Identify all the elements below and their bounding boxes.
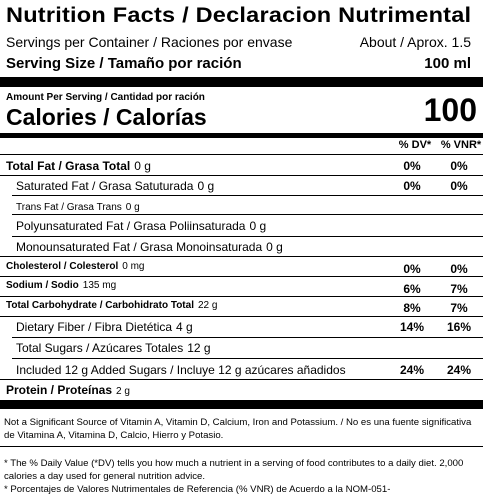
nutrient-vnr: 0% (450, 179, 468, 193)
nutrient-name: Saturated Fat / Grasa Satuturada (16, 179, 194, 193)
servings-row: Servings per Container / Raciones por en… (6, 34, 477, 50)
nutrient-amount: 22 g (197, 300, 218, 311)
divider (0, 296, 483, 297)
servings-label: Servings per Container / Raciones por en… (6, 34, 293, 50)
divider (12, 358, 483, 359)
nutrient-row-polyunsaturated-fat: Polyunsaturated Fat / Grasa Poliinsatura… (16, 219, 483, 233)
nutrient-row-total-fat: Total Fat / Grasa Total 0 g 0% 0% (6, 159, 483, 173)
nutrient-row-sodium: Sodium / Sodio 135 mg 6% 7% (6, 280, 483, 296)
nutrient-name: Sodium / Sodio (6, 280, 79, 291)
nutrient-amount: 0 mg (122, 261, 145, 272)
calories-label: Calories / Calorías (6, 104, 207, 130)
nutrient-name: Dietary Fiber / Fibra Dietética (16, 320, 173, 334)
divider (12, 337, 483, 338)
vnr-footnote: * Porcentajes de Valores Nutrimentales d… (4, 484, 391, 495)
nutrient-vnr: 0% (450, 262, 468, 276)
nutrient-row-trans-fat: Trans Fat / Grasa Trans 0 g (16, 199, 483, 213)
nutrient-row-monounsaturated-fat: Monounsaturated Fat / Grasa Monoinsatura… (16, 240, 483, 254)
nutrient-row-total-sugars: Total Sugars / Azúcares Totales 12 g (16, 341, 483, 355)
divider (12, 236, 483, 237)
divider (12, 214, 483, 215)
nutrient-dv: 14% (399, 320, 425, 334)
dv-header: % DV* (398, 139, 432, 151)
vitamins-footnote: Not a Significant Source of Vitamin A, V… (4, 417, 472, 441)
divider (0, 256, 483, 257)
nutrient-row-total-carbohydrate: Total Carbohydrate / Carbohidrato Total 2… (6, 300, 483, 315)
amount-per-serving: Amount Per Serving / Cantidad por ración (6, 92, 205, 103)
nutrient-row-saturated-fat: Saturated Fat / Grasa Satuturada 0 g 0% 0… (16, 179, 483, 193)
nutrient-amount: 0 g (266, 240, 283, 254)
divider (0, 379, 483, 380)
nutrient-name: Trans Fat / Grasa Trans (16, 202, 122, 213)
nutrient-amount: 0 g (125, 202, 140, 213)
nutrient-name: Protein / Proteínas (6, 383, 113, 397)
divider (0, 175, 483, 176)
divider (12, 195, 483, 196)
nutrient-vnr: 7% (450, 282, 468, 296)
nutrient-name: Total Sugars / Azúcares Totales (16, 341, 184, 355)
nutrient-row-cholesterol: Cholesterol / Colesterol 0 mg 0% 0% (6, 261, 483, 276)
nutrient-dv: 0% (403, 262, 421, 276)
divider (0, 446, 483, 447)
daily-value-footnote: * The % Daily Value (*DV) tells you how … (4, 458, 464, 482)
divider (0, 154, 483, 155)
nutrient-name: Included 12 g Added Sugars / Incluye 12 … (16, 363, 346, 377)
nutrient-amount: 12 g (187, 341, 211, 355)
nutrient-amount: 0 g (249, 219, 267, 233)
serving-size-value: 100 ml (424, 55, 471, 72)
nutrient-name: Total Carbohydrate / Carbohidrato Total (6, 300, 194, 311)
serving-size-label: Serving Size / Tamaño por ración (6, 55, 242, 72)
nutrient-amount: 0 g (134, 159, 151, 173)
nutrient-dv: 8% (403, 301, 421, 315)
nutrient-dv: 0% (403, 179, 421, 193)
thick-divider (0, 77, 483, 87)
serving-size-row: Serving Size / Tamaño por ración 100 ml (6, 55, 477, 72)
nutrient-vnr: 24% (446, 363, 472, 377)
servings-value: About / Aprox. 1.5 (359, 34, 471, 50)
label-title: Nutrition Facts / Declaracion Nutrimenta… (6, 4, 472, 27)
nutrient-row-protein: Protein / Proteínas 2 g (6, 383, 483, 397)
calories-value: 100 (423, 92, 477, 128)
nutrient-name: Monounsaturated Fat / Grasa Monoinsatura… (16, 240, 263, 254)
nutrient-row-dietary-fiber: Dietary Fiber / Fibra Dietética 4 g 14% 1… (16, 320, 483, 334)
nutrient-vnr: 7% (450, 301, 468, 315)
divider (0, 276, 483, 277)
nutrient-amount: 0 g (197, 179, 215, 193)
nutrient-dv: 0% (403, 159, 421, 173)
nutrient-name: Polyunsaturated Fat / Grasa Poliinsatura… (16, 219, 246, 233)
nutrient-amount: 135 mg (82, 280, 117, 291)
nutrient-row-added-sugars: Included 12 g Added Sugars / Incluye 12 … (16, 363, 483, 377)
nutrient-amount: 4 g (176, 320, 193, 334)
nutrient-amount: 2 g (116, 386, 130, 397)
nutrient-name: Total Fat / Grasa Total (6, 159, 131, 173)
medium-divider (0, 133, 483, 138)
nutrient-dv: 24% (399, 363, 425, 377)
thick-divider (0, 400, 483, 409)
nutrient-vnr: 16% (446, 320, 472, 334)
nutrient-dv: 6% (403, 282, 421, 296)
vnr-header: % VNR* (440, 139, 482, 151)
divider (0, 316, 483, 317)
nutrient-name: Cholesterol / Colesterol (6, 261, 119, 272)
nutrient-vnr: 0% (450, 159, 468, 173)
